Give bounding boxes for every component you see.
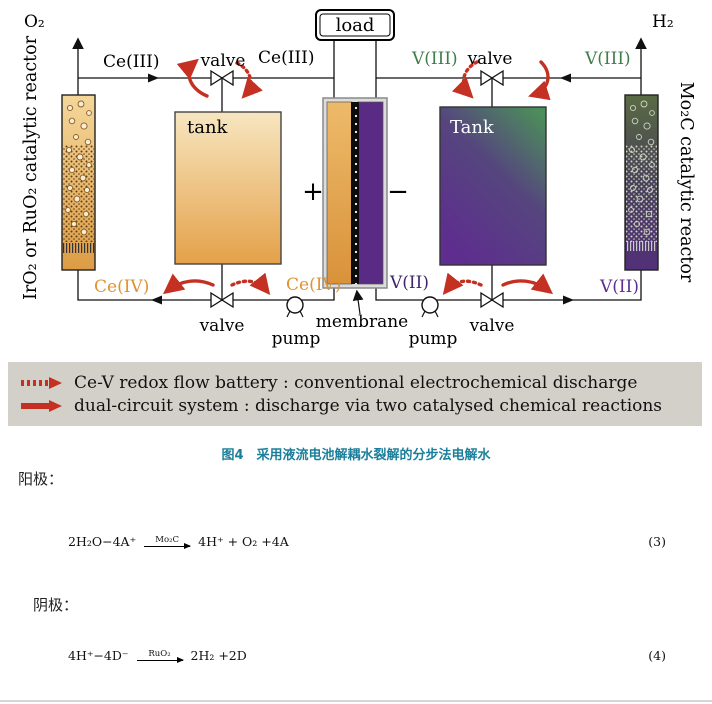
electrochemical-cell	[322, 97, 388, 289]
pump-icon	[421, 296, 439, 318]
catalyst-bed-hatch	[63, 243, 94, 253]
valve-bottom-left-label: valve	[199, 316, 245, 336]
dashed-flow-arrow	[235, 61, 263, 99]
eq4-rhs: 2H₂ +2D	[190, 648, 247, 663]
minus-electrode-sign: −	[387, 177, 409, 207]
v2-right-label: V(II)	[599, 277, 639, 297]
figure-caption: 图4 采用液流电池解耦水裂解的分步法电解水	[221, 448, 491, 463]
legend-box: Ce-V redox flow battery : conventional e…	[8, 362, 702, 426]
left-tank	[174, 111, 282, 265]
catalyst-bed-hatch	[626, 241, 657, 251]
ce4-right-label: Ce(IV)	[286, 275, 341, 295]
cathode-section-label: 阴极：	[33, 596, 79, 614]
plus-electrode-sign: +	[302, 177, 324, 207]
bottom-divider	[0, 700, 712, 702]
pump-left-label: pump	[272, 329, 321, 349]
membrane-arrow	[352, 289, 364, 315]
pump-icon	[286, 296, 304, 318]
o2-label: O₂	[24, 12, 45, 32]
dashed-flow-arrow	[451, 60, 479, 99]
equation-3: 2H₂O−4A⁺ Mo₂C 4H⁺ + O₂ +4A (3)	[68, 534, 666, 549]
legend-row-solid: dual-circuit system : discharge via two …	[20, 396, 690, 416]
pump-right-label: pump	[409, 329, 458, 349]
anode-section-label: 阳极：	[18, 470, 64, 488]
right-reactor-label: Mo₂C catalytic reactor	[676, 82, 696, 283]
load-box: load	[315, 9, 395, 41]
membrane-label: membrane	[316, 312, 408, 332]
ce3-left-label: Ce(III)	[103, 52, 159, 72]
v2-left-label: V(II)	[389, 273, 429, 293]
bubbles	[628, 100, 655, 236]
equation-4: 4H⁺−4D⁻ RuO₂ 2H₂ +2D (4)	[68, 648, 666, 663]
legend-row-dashed: Ce-V redox flow battery : conventional e…	[20, 373, 690, 393]
right-tank-label: Tank	[450, 117, 495, 138]
ce4-left-label: Ce(IV)	[94, 277, 149, 297]
legend-dashed-text: Ce-V redox flow battery : conventional e…	[74, 372, 638, 393]
eq4-lhs: 4H⁺−4D⁻	[68, 648, 129, 663]
solid-flow-arrow	[501, 273, 554, 295]
reaction-arrow-icon: RuO₂	[136, 649, 184, 663]
ce3-right-label: Ce(III)	[258, 48, 314, 68]
piping	[72, 37, 647, 301]
load-label: load	[336, 15, 375, 36]
right-reactor-column	[624, 94, 659, 271]
solid-flow-arrow	[162, 273, 215, 295]
figure-diagram: load O₂ H₂ Ir	[21, 9, 696, 349]
valve-bottom-right-label: valve	[469, 316, 515, 336]
h2-label: H₂	[652, 12, 674, 32]
valve-top-right-label: valve	[467, 49, 513, 69]
solid-flow-arrow	[176, 58, 209, 98]
right-tank	[439, 106, 547, 266]
bubbles	[65, 100, 92, 236]
legend-solid-text: dual-circuit system : discharge via two …	[74, 395, 663, 416]
left-reactor-label: IrO₂ or RuO₂ catalytic reactor	[21, 35, 41, 300]
v3-right-label: V(III)	[584, 49, 631, 69]
eq3-number: (3)	[648, 534, 666, 549]
dashed-arrow-icon	[21, 376, 62, 389]
left-reactor-column	[61, 94, 96, 271]
eq3-catalyst: Mo₂C	[155, 535, 180, 546]
eq4-number: (4)	[648, 648, 666, 663]
left-tank-label: tank	[187, 117, 229, 138]
reaction-arrow-icon: Mo₂C	[144, 535, 192, 549]
eq4-catalyst: RuO₂	[148, 649, 171, 660]
eq3-rhs: 4H⁺ + O₂ +4A	[198, 534, 289, 549]
v3-left-label: V(III)	[411, 49, 458, 69]
valve-top-left-label: valve	[200, 51, 246, 71]
eq3-lhs: 2H₂O−4A⁺	[68, 534, 137, 549]
flow-direction-arrows	[148, 73, 574, 305]
solid-flow-arrow	[528, 60, 551, 101]
dashed-flow-arrow	[442, 272, 483, 295]
solid-arrow-icon	[21, 399, 62, 412]
dashed-flow-arrow	[230, 272, 271, 295]
